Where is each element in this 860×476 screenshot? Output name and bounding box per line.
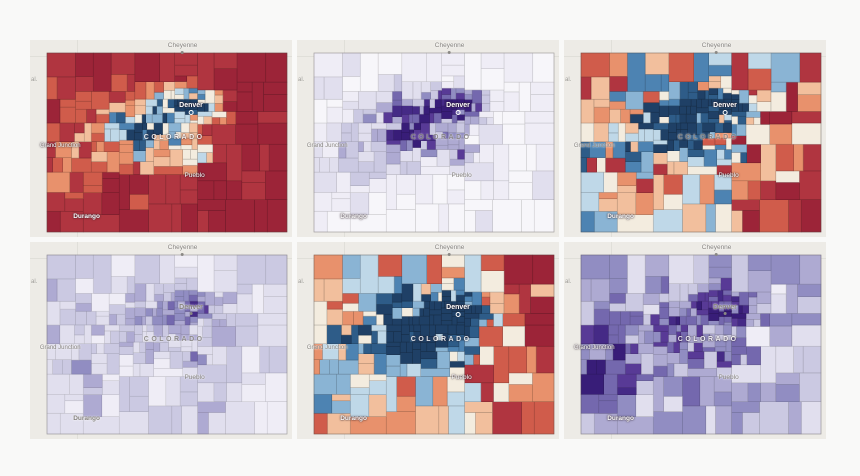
map-panel-tract-map-diverging-blue-mass[interactable]: al. Cheyenne Denver COLORADO Grand Junction… xyxy=(297,242,559,439)
choropleth-canvas[interactable] xyxy=(297,40,559,237)
map-panel-tract-map-red-dominant-blue-cluster[interactable]: al. Cheyenne Denver COLORADO Grand Junction… xyxy=(30,40,292,237)
map-panel-tract-map-purple-medium[interactable]: al. Cheyenne Denver COLORADO Grand Junction… xyxy=(564,242,826,439)
map-panel-tract-map-diverging-mixed[interactable]: al. Cheyenne Denver COLORADO Grand Junction… xyxy=(564,40,826,237)
choropleth-canvas[interactable] xyxy=(297,242,559,439)
choropleth-canvas[interactable] xyxy=(30,242,292,439)
choropleth-canvas[interactable] xyxy=(564,40,826,237)
map-grid: al. Cheyenne Denver COLORADO Grand Junction… xyxy=(30,40,826,439)
choropleth-canvas[interactable] xyxy=(30,40,292,237)
map-panel-tract-map-purple-dark-cluster[interactable]: al. Cheyenne Denver COLORADO Grand Junction… xyxy=(297,40,559,237)
map-panel-tract-map-purple-light[interactable]: al. Cheyenne Denver COLORADO Grand Junction… xyxy=(30,242,292,439)
choropleth-canvas[interactable] xyxy=(564,242,826,439)
